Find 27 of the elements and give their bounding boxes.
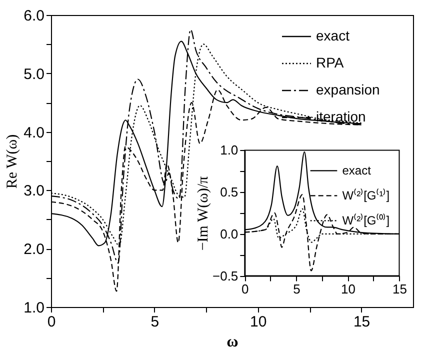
x-tick-label: 0	[47, 314, 56, 330]
y-tick-label: 1.0	[24, 300, 44, 316]
legend-label: exact	[342, 164, 372, 178]
y-tick-label: 4.0	[24, 124, 44, 142]
legend-label: expansion	[316, 82, 380, 98]
x-axis-title: ω	[226, 334, 239, 350]
y-tick-label: 0.0	[220, 226, 238, 242]
y-tick-label: 1.0	[220, 142, 238, 158]
x-tick-label: 15	[392, 281, 407, 296]
x-tick-label: 5	[150, 314, 160, 330]
legend-label: RPA	[316, 54, 344, 70]
legend-label: W⁽²⁾[G⁽¹⁾]	[342, 188, 390, 203]
x-tick-label: 15	[353, 314, 370, 330]
y-tick-label: 3.0	[24, 182, 44, 200]
y-axis-title: −Im W(ω)/π	[196, 176, 212, 251]
y-tick-label: 2.0	[24, 241, 44, 258]
x-tick-label: 0	[242, 281, 249, 296]
y-tick-label: 5.0	[24, 66, 44, 83]
y-tick-label: −0.5	[212, 268, 238, 284]
x-tick-label: 10	[250, 314, 267, 330]
y-tick-label: 0.5	[220, 184, 238, 200]
y-axis-title: Re W(ω)	[4, 134, 21, 189]
x-tick-label: 10	[340, 281, 356, 296]
legend-label: W⁽²⁾[G⁽⁰⁾]	[342, 214, 390, 228]
legend-label: exact	[316, 28, 350, 44]
x-tick-label: 5	[293, 281, 300, 296]
y-tick-label: 6.0	[24, 8, 44, 24]
